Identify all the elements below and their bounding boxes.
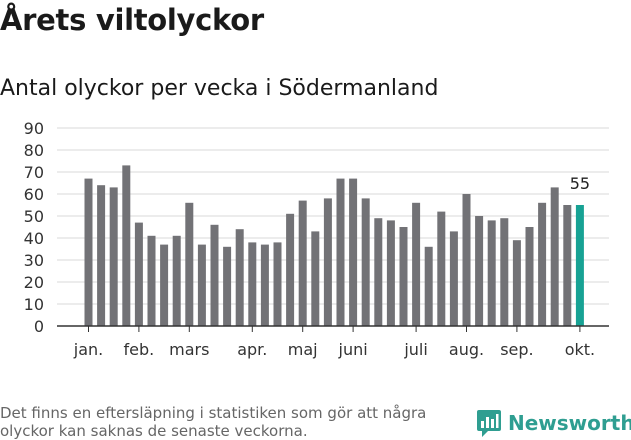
bar [462, 194, 471, 326]
footnote: Det finns en eftersläpning i statistiken… [0, 404, 427, 440]
highlight-value-label: 55 [570, 174, 590, 193]
y-tick-label: 90 [24, 119, 44, 138]
bar [223, 246, 232, 326]
bar [311, 231, 320, 326]
bar [386, 220, 395, 326]
bar [147, 235, 156, 326]
x-tick-label: juli [403, 340, 427, 359]
y-tick-label: 60 [24, 185, 44, 204]
bar [361, 198, 370, 326]
brand-logo[interactable]: Newsworthy [476, 408, 631, 438]
bar [323, 198, 332, 326]
chart-title: Årets viltolyckor [0, 3, 264, 37]
x-tick-label: sep. [500, 340, 533, 359]
x-tick-label: jan. [73, 340, 103, 359]
bar [260, 244, 269, 326]
y-tick-label: 40 [24, 229, 44, 248]
bar [235, 229, 244, 326]
y-tick-label: 20 [24, 273, 44, 292]
bar [424, 246, 433, 326]
bar [512, 240, 521, 326]
bar-chart: 0 10 20 30 40 50 60 70 80 90 jan. feb. mars apr. maj ju… [24, 119, 609, 359]
bar [172, 235, 181, 326]
bar [399, 227, 408, 326]
bar [185, 202, 194, 326]
bar [273, 242, 282, 326]
bar [487, 220, 496, 326]
y-tick-label: 80 [24, 141, 44, 160]
x-tick-label: feb. [124, 340, 155, 359]
brand-name: Newsworthy [508, 411, 631, 435]
y-tick-label: 0 [34, 317, 44, 336]
bar [349, 178, 358, 326]
newsworthy-logo-icon [477, 410, 501, 437]
chart-subtitle: Antal olyckor per vecka i Södermanland [0, 76, 439, 101]
bar-highlight [575, 205, 584, 326]
bar [248, 242, 257, 326]
bar [550, 187, 559, 326]
bar [437, 211, 446, 326]
bar [475, 216, 484, 326]
bar [286, 213, 295, 326]
bar [134, 222, 143, 326]
x-tick-label: juni [338, 340, 368, 359]
bar [109, 187, 118, 326]
bar [298, 200, 307, 326]
y-tick-label: 50 [24, 207, 44, 226]
x-tick-label: okt. [565, 340, 595, 359]
x-tick-label: mars [169, 340, 209, 359]
x-tick-label: aug. [449, 340, 484, 359]
bar [97, 185, 106, 326]
bar [160, 244, 169, 326]
bar [525, 227, 534, 326]
y-tick-label: 10 [24, 295, 44, 314]
x-tick-label: maj [288, 340, 318, 359]
y-tick-label: 30 [24, 251, 44, 270]
bar [538, 202, 547, 326]
bar [122, 165, 131, 326]
bar [84, 178, 93, 326]
bar [563, 205, 572, 326]
bar [412, 202, 421, 326]
y-tick-label: 70 [24, 163, 44, 182]
bar [449, 231, 458, 326]
bar [336, 178, 345, 326]
x-tick-label: apr. [237, 340, 267, 359]
bar [197, 244, 206, 326]
bar [210, 224, 219, 326]
bar [500, 218, 509, 326]
bar [374, 218, 383, 326]
